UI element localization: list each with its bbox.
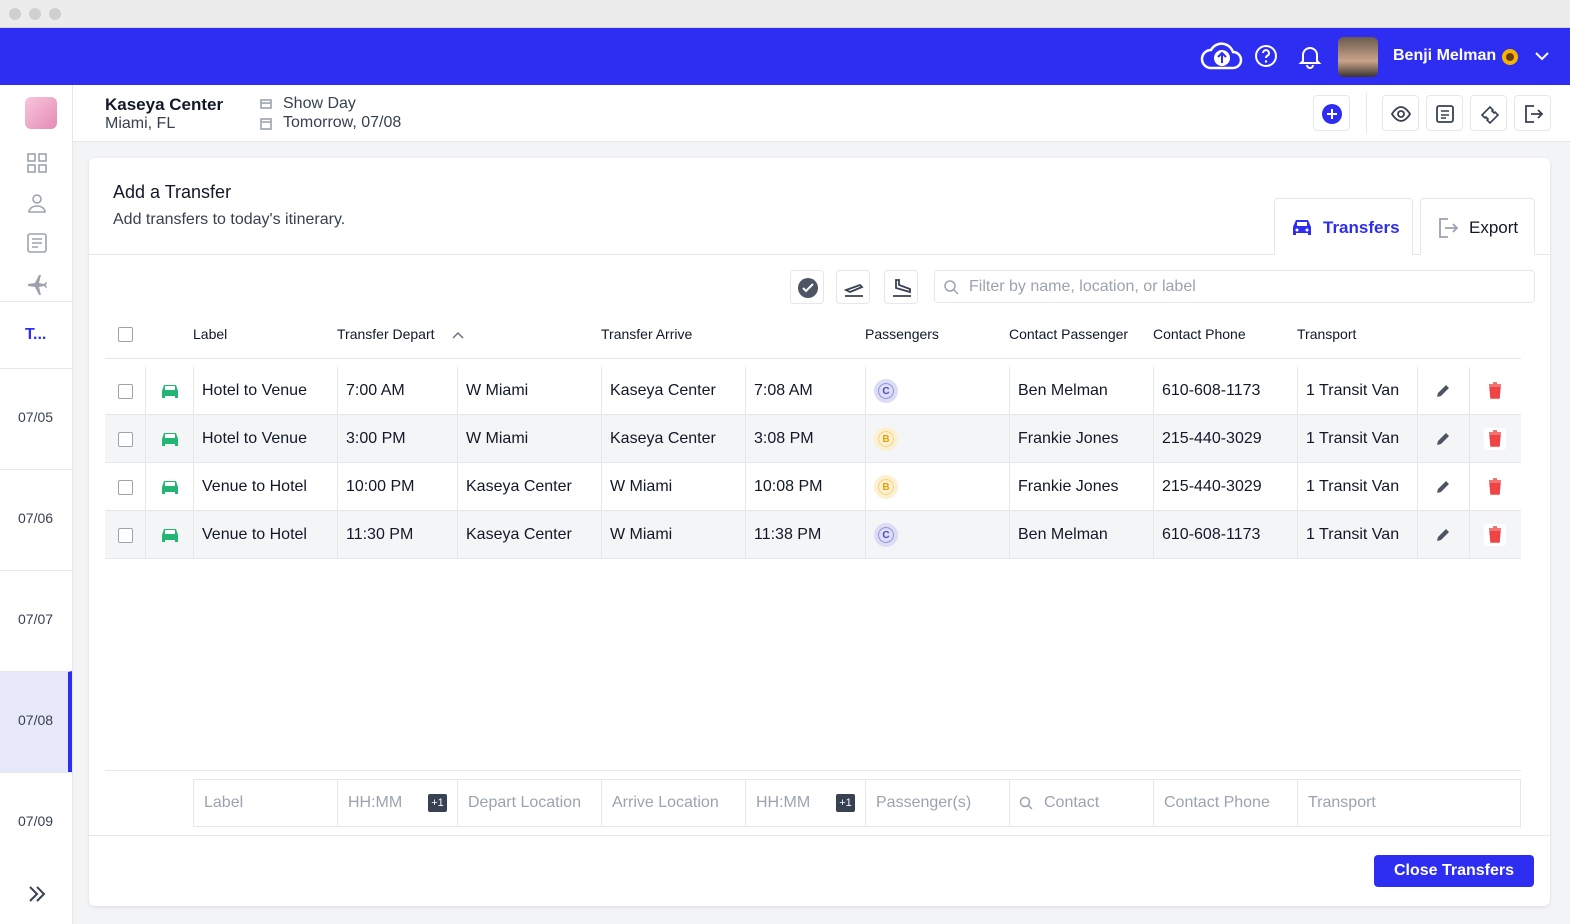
filter-confirmed[interactable] bbox=[790, 270, 824, 304]
date-item[interactable]: 07/05 bbox=[0, 368, 72, 469]
window-button[interactable] bbox=[29, 8, 41, 20]
venue-name: Kaseya Center bbox=[105, 95, 224, 114]
sidebar: T... 07/05 07/06 07/07 07/08 07/09 bbox=[0, 85, 73, 924]
venue-location: Miami, FL bbox=[105, 115, 176, 132]
day-type-icon bbox=[260, 99, 272, 109]
top-bar: Benji Melman bbox=[0, 28, 1570, 85]
calendar-icon bbox=[260, 118, 272, 130]
tab-label[interactable]: Export bbox=[1469, 218, 1519, 237]
add-button[interactable] bbox=[1313, 95, 1350, 131]
venue-header: Kaseya Center Miami, FL Show Day Tomorro… bbox=[73, 85, 1570, 142]
help-icon[interactable] bbox=[1254, 44, 1278, 68]
tab-export[interactable]: Export bbox=[1420, 198, 1535, 255]
day-date: Tomorrow, 07/08 bbox=[283, 114, 402, 131]
filter-departures[interactable] bbox=[836, 270, 870, 304]
date-label[interactable]: 07/05 bbox=[18, 409, 54, 425]
exit-button[interactable] bbox=[1514, 95, 1551, 131]
panel-subtitle: Add transfers to today's itinerary. bbox=[113, 211, 346, 228]
date-label[interactable]: 07/07 bbox=[18, 611, 54, 627]
day-type: Show Day bbox=[283, 95, 356, 112]
date-label[interactable]: 07/09 bbox=[18, 813, 54, 829]
user-avatar[interactable] bbox=[1338, 37, 1378, 77]
flower-icon bbox=[1502, 49, 1518, 65]
expand-icon[interactable] bbox=[25, 882, 49, 906]
date-item[interactable]: 07/07 bbox=[0, 570, 72, 671]
tab-transfers[interactable]: Transfers bbox=[1274, 198, 1413, 255]
flights-icon[interactable] bbox=[25, 271, 49, 295]
window-button[interactable] bbox=[49, 8, 61, 20]
upload-icon[interactable] bbox=[1200, 40, 1244, 72]
dropdown-icon[interactable] bbox=[1534, 50, 1550, 62]
search-input[interactable]: Filter by name, location, or label bbox=[934, 270, 1535, 303]
divider bbox=[89, 835, 1550, 836]
window-button[interactable] bbox=[9, 8, 21, 20]
transfer-panel: Add a Transfer Add transfers to today's … bbox=[89, 158, 1550, 906]
date-label[interactable]: 07/06 bbox=[18, 510, 54, 526]
user-name[interactable]: Benji Melman bbox=[1393, 47, 1497, 64]
divider bbox=[0, 301, 72, 302]
divider bbox=[1366, 93, 1367, 133]
notes-button[interactable] bbox=[1426, 95, 1463, 131]
search-placeholder: Filter by name, location, or label bbox=[969, 278, 1196, 295]
close-transfers-button[interactable]: Close Transfers bbox=[1374, 855, 1534, 887]
date-label[interactable]: 07/08 bbox=[18, 712, 54, 728]
sidebar-active-label[interactable]: T... bbox=[25, 326, 47, 343]
filter-arrivals[interactable] bbox=[884, 270, 918, 304]
notifications-icon[interactable] bbox=[1297, 43, 1323, 69]
panel-title: Add a Transfer bbox=[113, 182, 232, 202]
divider bbox=[89, 254, 1550, 255]
contacts-icon[interactable] bbox=[25, 191, 49, 215]
date-item[interactable]: 07/09 bbox=[0, 772, 72, 873]
dashboard-icon[interactable] bbox=[25, 151, 49, 175]
window-titlebar bbox=[0, 0, 1570, 28]
date-item[interactable]: 07/06 bbox=[0, 469, 72, 570]
tab-label[interactable]: Transfers bbox=[1323, 218, 1400, 237]
date-item[interactable]: 07/08 bbox=[0, 671, 72, 772]
app-logo[interactable] bbox=[25, 97, 57, 129]
tickets-button[interactable] bbox=[1470, 95, 1507, 131]
view-button[interactable] bbox=[1382, 95, 1419, 131]
notes-icon[interactable] bbox=[25, 231, 49, 255]
